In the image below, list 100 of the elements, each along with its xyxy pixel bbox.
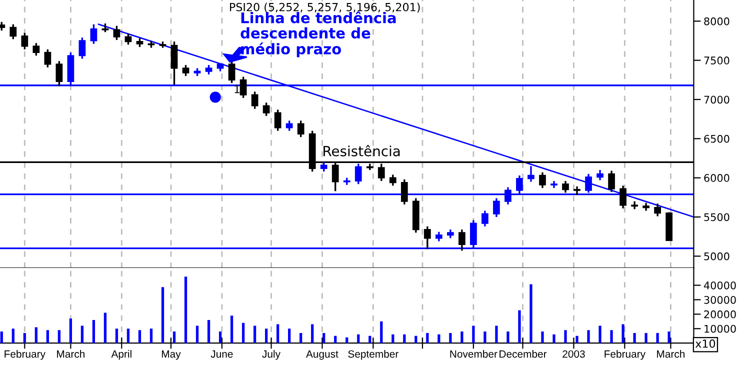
candlestick [251,90,258,110]
candlestick [400,178,408,206]
y-tick-label: 30000 [704,296,736,304]
y-tick-label: 7500 [704,56,730,64]
bar [438,334,440,344]
candlestick [654,202,661,218]
bar [138,330,142,344]
annotation: Linha de tendência descendente de médio prazo [240,11,396,58]
bar [449,332,452,344]
candlestick [170,40,178,86]
bar [311,324,314,344]
candlestick [424,226,431,250]
bar [253,326,256,344]
bar [0,332,3,344]
bar [552,334,556,344]
x-tick-label: December [500,350,547,358]
bar [58,330,60,344]
x-tick-label: March [657,350,684,358]
bar [46,330,49,344]
x-tick-label: September [348,350,398,360]
bar [622,324,624,344]
x-tick-label: February [4,350,46,360]
bar [403,334,406,344]
candlestick [21,32,28,50]
y-tick-label: 5000 [704,252,730,260]
bar [12,328,14,344]
candlestick [458,228,466,252]
bar [460,332,464,344]
candlestick [124,32,132,46]
chart-title: PSI20 (5,252, 5,257, 5,196, 5,201) [230,2,420,13]
y-tick-label: 8000 [704,17,730,26]
candlestick [240,76,247,99]
candlestick [286,120,293,132]
candlestick [44,48,52,68]
ref-line-label: Resistência [324,145,400,156]
candlestick [354,162,362,185]
bar [230,316,234,344]
bar [196,326,199,344]
candlestick [228,60,236,84]
annotation: 1 [234,85,240,94]
candlestick [493,197,500,218]
x-tick-label: June [210,350,233,358]
candlestick [274,108,282,132]
bar [34,327,38,344]
bar [150,328,153,344]
candlestick [596,169,604,182]
y-tick-label: 40000 [704,281,736,290]
text: x10 [695,339,716,348]
x-tick-label: August [306,350,338,360]
bar [668,332,670,344]
bar [218,332,222,344]
x-tick-label: April [111,350,132,360]
candlestick [574,186,580,196]
bar [610,330,613,344]
bar [92,320,96,344]
candlestick [562,180,569,194]
candlestick [10,23,17,40]
bar [380,321,383,344]
x-tick-label: February [604,350,646,360]
y-tick-label: 20000 [704,310,736,318]
bar [530,284,532,344]
candlestick [297,120,304,138]
bar [288,328,291,344]
candlestick [389,174,396,186]
candlestick [482,210,488,228]
candlestick [620,184,626,210]
candlestick [608,170,615,193]
candlestick [56,60,63,88]
candlestick [90,23,98,45]
x-tick-label: November [450,350,498,358]
bar [115,328,118,344]
x-tick-label: 2003 [562,350,585,358]
y-tick-label: 10000 [704,324,736,333]
bar [564,330,567,344]
bar [80,326,84,344]
bar [184,276,188,344]
candlestick [539,172,546,189]
bar [322,332,326,344]
y-tick-label: 6000 [704,174,730,182]
x-tick-label: March [57,350,84,358]
bar [300,332,302,344]
bar [656,332,659,344]
bar [357,334,360,344]
bar [264,328,268,344]
candlestick [182,64,190,77]
bar [368,336,372,344]
bar [587,330,590,344]
bar [392,334,394,344]
x-tick-label: July [262,350,280,360]
candlestick [320,161,328,172]
bar [484,332,486,344]
y-tick-label: 5500 [704,213,730,222]
bar [104,312,107,344]
y-tick-label: 7000 [704,96,730,104]
candlestick [113,25,120,41]
bar [426,332,429,344]
y-tick-label: 6500 [704,134,730,143]
bar [23,332,26,344]
candlestick [205,64,212,76]
bar [161,287,164,344]
